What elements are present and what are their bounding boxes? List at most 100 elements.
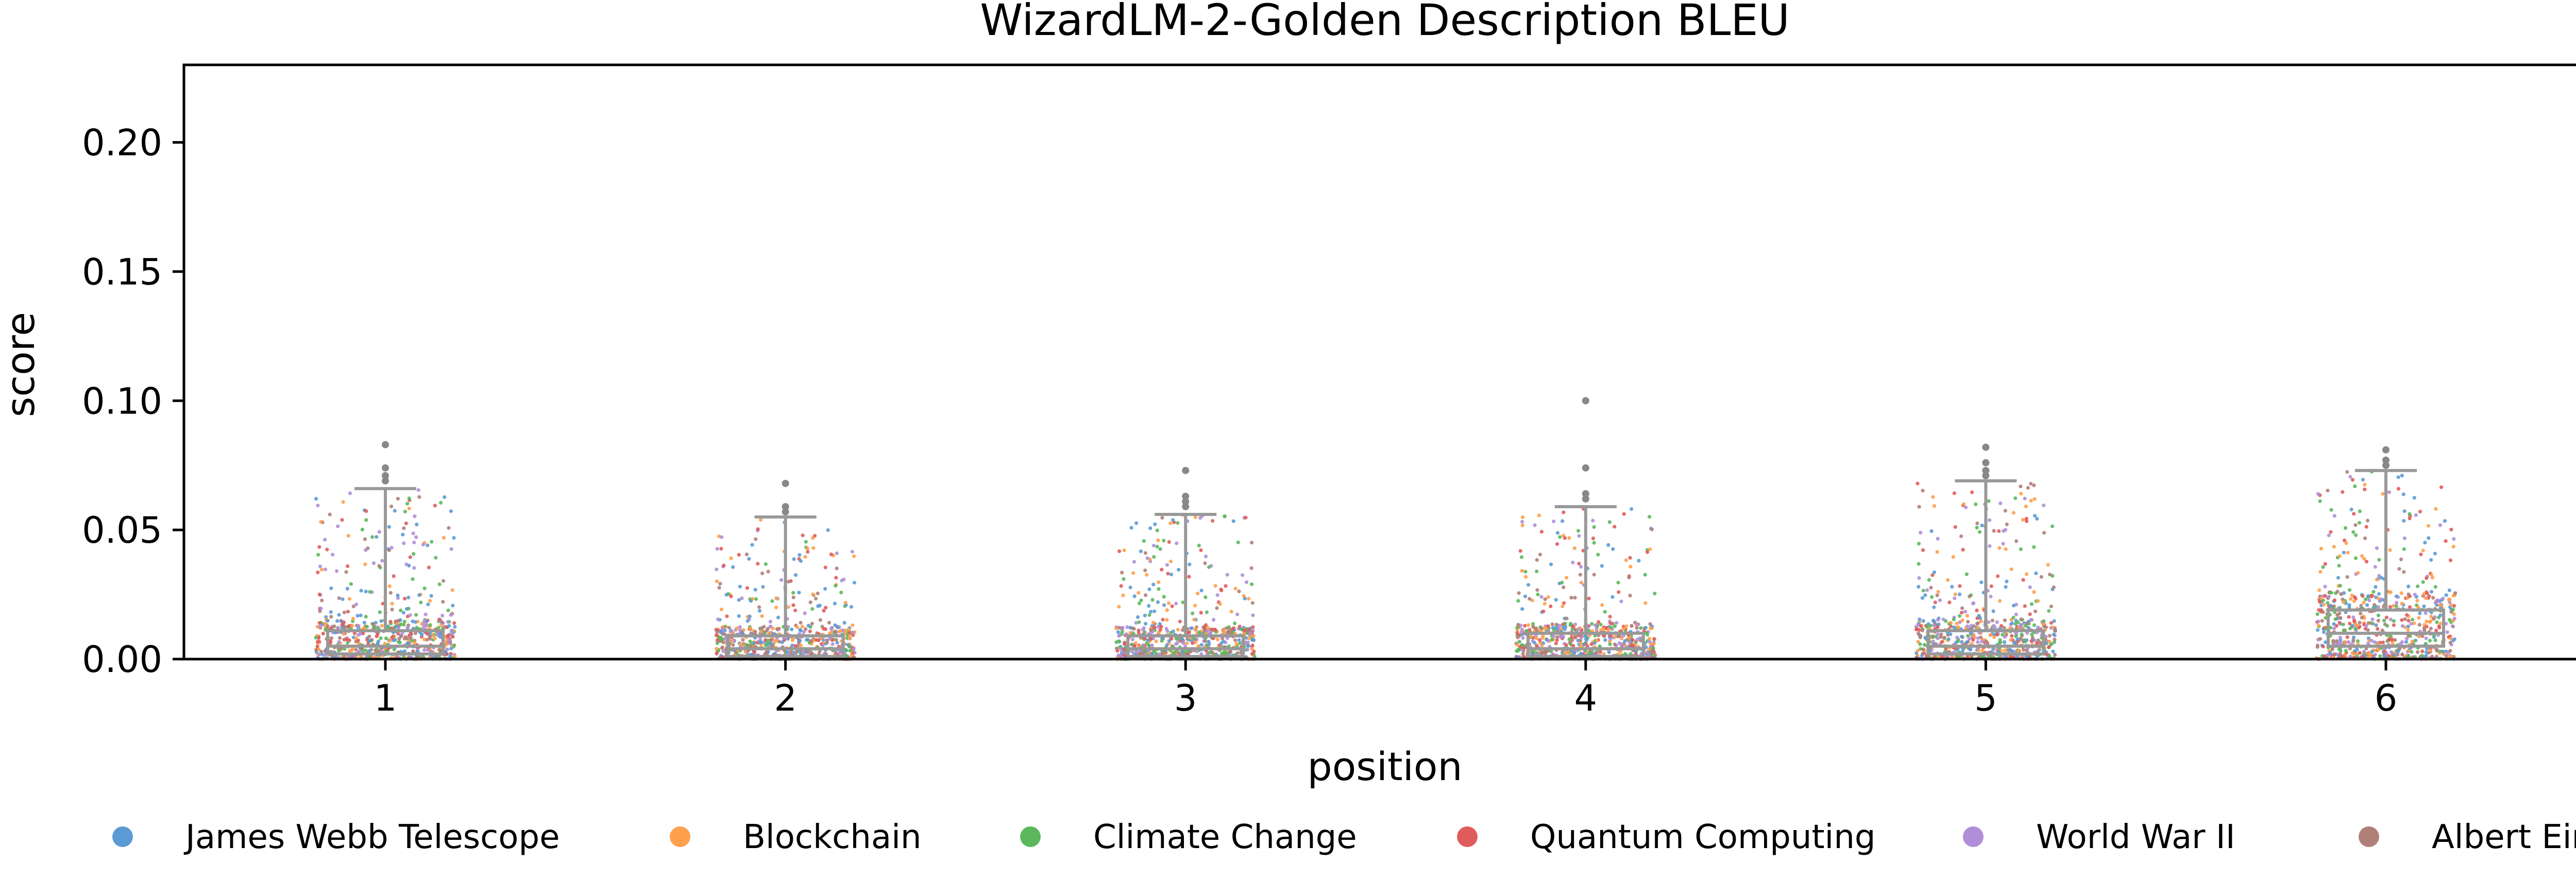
jitter-point: [1592, 525, 1596, 529]
jitter-point: [1571, 625, 1575, 629]
jitter-point: [380, 559, 384, 563]
jitter-point: [1560, 580, 1564, 584]
jitter-point: [1925, 625, 1929, 629]
jitter-point: [2428, 639, 2432, 643]
jitter-point: [816, 604, 820, 608]
jitter-point: [377, 530, 382, 534]
jitter-point: [1153, 609, 1157, 613]
jitter-point: [744, 553, 749, 557]
jitter-point: [1145, 573, 1149, 577]
jitter-point: [1991, 609, 1995, 613]
jitter-point: [2358, 521, 2362, 525]
jitter-point: [1213, 584, 1217, 588]
jitter-point: [1630, 624, 1634, 628]
jitter-point: [1143, 551, 1147, 555]
jitter-point: [757, 609, 762, 613]
jitter-point: [2325, 653, 2329, 658]
jitter-point: [1980, 640, 1984, 644]
jitter-point: [1576, 529, 1581, 533]
jitter-point: [392, 574, 396, 578]
jitter-point: [1608, 621, 1613, 626]
jitter-point: [2452, 616, 2456, 620]
jitter-point: [2358, 620, 2362, 625]
jitter-point: [1940, 640, 1944, 644]
jitter-point: [794, 650, 799, 654]
jitter-point: [2359, 603, 2363, 608]
jitter-point: [399, 634, 403, 639]
jitter-point: [1538, 638, 1542, 642]
jitter-point: [1997, 529, 2001, 533]
jitter-point: [1549, 604, 1553, 609]
jitter-point: [2404, 640, 2409, 644]
jitter-point: [789, 649, 793, 653]
jitter-point: [2387, 490, 2392, 494]
jitter-point: [2358, 651, 2362, 655]
jitter-point: [1561, 605, 1565, 609]
jitter-point: [730, 639, 734, 643]
jitter-point: [1249, 566, 1253, 570]
jitter-point: [1134, 521, 1139, 525]
jitter-point: [1193, 603, 1197, 608]
jitter-point: [2353, 627, 2358, 631]
jitter-point: [1142, 539, 1146, 543]
jitter-point: [425, 624, 429, 628]
jitter-point: [1143, 568, 1147, 573]
jitter-point: [2409, 622, 2413, 626]
jitter-point: [1992, 529, 1996, 533]
jitter-point: [827, 620, 832, 625]
jitter-point: [393, 637, 397, 642]
outlier-point: [1182, 467, 1190, 474]
jitter-point: [2337, 611, 2342, 615]
jitter-point: [2405, 613, 2409, 617]
jitter-point: [2346, 550, 2350, 555]
jitter-point: [804, 627, 808, 631]
box-plots: [326, 397, 2445, 658]
legend-label: Quantum Computing: [1530, 818, 1876, 856]
jitter-point: [1561, 519, 1565, 523]
jitter-point: [2010, 649, 2014, 653]
jitter-point: [2028, 585, 2032, 589]
outlier-point: [1582, 397, 1589, 405]
jitter-point: [1608, 615, 1612, 619]
jitter-point: [2406, 628, 2410, 632]
jitter-point: [1521, 652, 1525, 656]
jitter-point: [1989, 594, 1993, 599]
jitter-point: [1608, 637, 1613, 641]
jitter-point: [845, 643, 850, 647]
jitter-point: [1960, 611, 1964, 615]
jitter-point: [2046, 563, 2050, 567]
jitter-point: [1160, 639, 1164, 643]
jitter-point: [1228, 631, 1232, 635]
jitter-point: [1221, 636, 1225, 641]
jitter-point: [2023, 604, 2027, 608]
jitter-point: [1977, 614, 1981, 618]
jitter-point: [2441, 596, 2445, 600]
jitter-point: [366, 546, 370, 550]
x-tick-label: 5: [1974, 677, 1997, 719]
jitter-point: [1515, 626, 1519, 630]
jitter-point: [1516, 623, 1520, 627]
jitter-point: [1160, 567, 1164, 572]
outlier-point: [382, 477, 389, 485]
jitter-point: [2421, 548, 2425, 553]
jitter-point: [1549, 562, 1553, 566]
jitter-point: [766, 641, 770, 645]
jitter-point: [1571, 560, 1575, 565]
jitter-point: [373, 625, 377, 629]
jitter-point: [1538, 553, 1542, 557]
jitter-point: [1522, 631, 1527, 635]
jitter-point: [2435, 620, 2439, 624]
jitter-point: [337, 596, 341, 600]
jitter-point: [722, 632, 726, 636]
jitter-point: [1119, 647, 1123, 651]
jitter-point: [1917, 584, 1921, 589]
jitter-point: [1609, 625, 1613, 629]
jitter-point: [1194, 640, 1198, 644]
jitter-point: [1171, 629, 1175, 633]
jitter-point: [2024, 516, 2028, 521]
jitter-point: [799, 628, 803, 632]
jitter-point: [1165, 618, 1169, 622]
jitter-point: [2337, 564, 2341, 568]
jitter-point: [2432, 617, 2436, 621]
jitter-point: [791, 603, 795, 607]
